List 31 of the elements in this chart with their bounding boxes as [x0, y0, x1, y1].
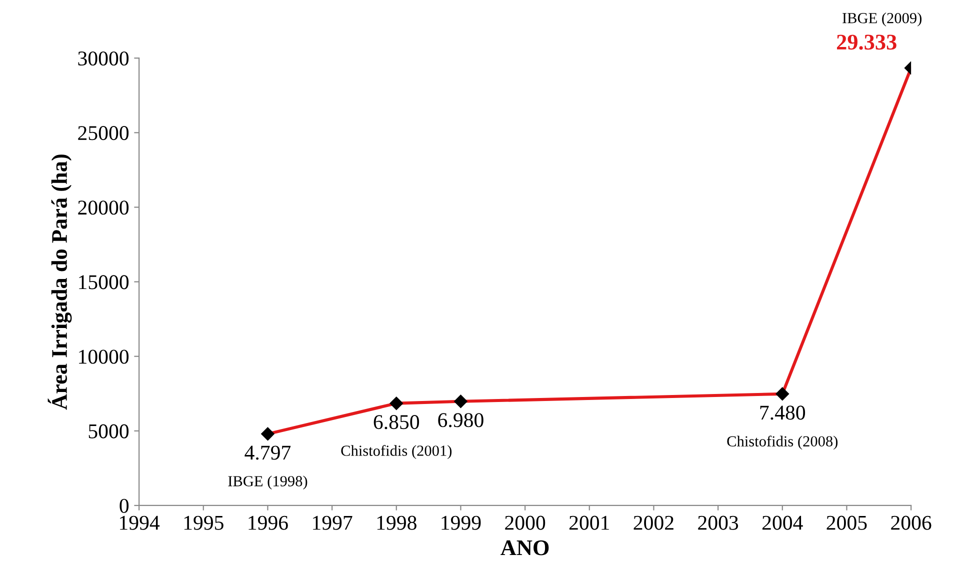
y-tick-label: 0 [120, 498, 129, 513]
x-tick-label: 1998 [377, 516, 416, 530]
y-tick-label: 30000 [78, 51, 129, 66]
y-tick-label: 25000 [78, 126, 129, 140]
x-tick-label: 1999 [442, 516, 481, 530]
annotation: Chistofidis (2008) [727, 436, 838, 450]
x-tick-label: 1995 [184, 516, 224, 530]
x-tick-label: 2000 [505, 516, 546, 530]
x-tick-label: 2003 [698, 516, 738, 530]
x-axis-title: ANO [500, 540, 549, 556]
x-tick-label: 2006 [891, 516, 932, 530]
y-axis-title: Área Irrigada do Pará (ha) [48, 154, 72, 410]
data-label: 6.850 [374, 415, 420, 430]
y-tick-label: 15000 [79, 275, 129, 290]
x-tick-label: 2005 [826, 516, 867, 530]
data-label: 6.980 [438, 413, 484, 428]
y-tick-label: 5000 [88, 424, 129, 438]
x-tick-label: 2004 [762, 516, 803, 530]
y-tick-label: 10000 [79, 350, 129, 364]
x-tick-label: 1996 [248, 516, 288, 530]
data-label: 7.480 [760, 406, 806, 420]
data-label: 29.333 [836, 34, 896, 50]
annotation: IBGE (2009) [842, 12, 922, 26]
x-tick-label: 1997 [313, 516, 352, 530]
annotation: Chistofidis (2001) [341, 444, 452, 459]
annotation: IBGE (1998) [228, 476, 308, 490]
x-tick-label: 2001 [569, 516, 609, 530]
x-tick-label: 1994 [120, 516, 160, 530]
y-tick-label: 20000 [78, 200, 129, 215]
x-tick-label: 2002 [634, 516, 674, 530]
data-label: 4.797 [244, 446, 291, 460]
